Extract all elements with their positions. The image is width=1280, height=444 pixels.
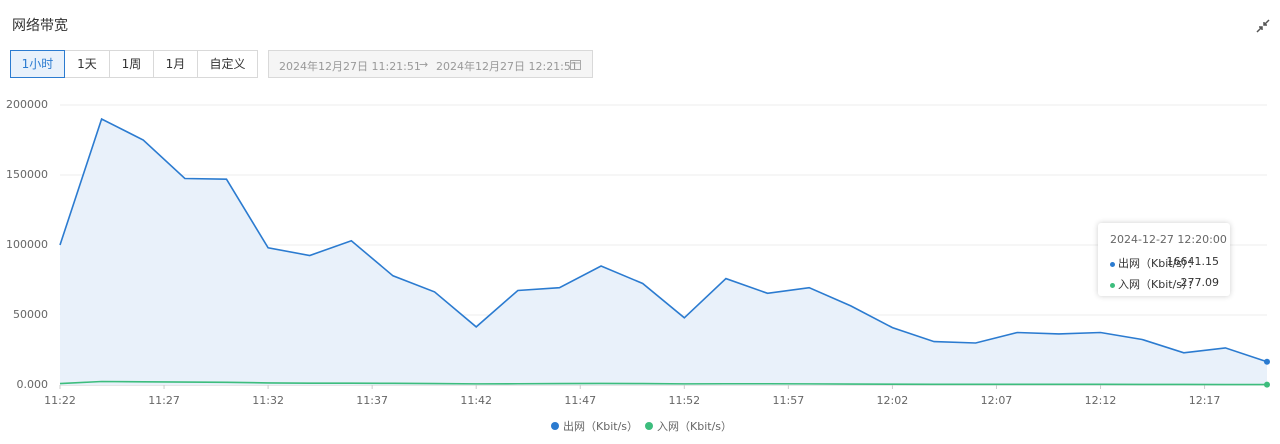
line [59,117,1268,363]
y-tick-label: 100000 [6,238,48,251]
panel-title: 网络带宽 [12,18,68,34]
area [60,119,1267,385]
tooltip-row: 入网（Kbit/s）： 277.09 [1110,276,1219,292]
date-arrow: → [419,58,429,71]
x-tick-label: 11:52 [668,394,700,407]
x-tick-label: 11:57 [773,394,805,407]
legend-label[interactable]: 入网（Kbit/s） [657,420,732,433]
y-tick-label: 50000 [13,308,48,321]
y-tick-label: 200000 [6,98,48,111]
legend-marker[interactable] [645,422,653,430]
x-tick-label: 11:42 [460,394,492,407]
x-tick-label: 11:32 [252,394,284,407]
tooltip-value: 277.09 [1180,276,1220,289]
x-tick-label: 12:17 [1189,394,1221,407]
calendar-icon [570,60,581,70]
range-button[interactable]: 1周 [109,50,154,78]
date-start: 2024年12月27日 11:21:51 [279,60,421,73]
tooltip-marker [1110,282,1115,288]
range-button[interactable]: 自定义 [197,50,258,78]
tooltip-marker [1110,261,1115,267]
hover-point [1264,381,1270,388]
legend-marker[interactable] [551,422,559,430]
hover-point [1264,358,1270,365]
tooltip-row: 出网（Kbit/s）： 16641.15 [1110,255,1219,271]
tooltip-separator: ： [1187,257,1199,270]
date-end: 2024年12月27日 12:21:51 [436,60,578,73]
x-tick-label: 11:22 [44,394,76,407]
x-tick-label: 12:12 [1085,394,1117,407]
y-tick-label: 150000 [6,168,48,181]
date-range[interactable]: 2024年12月27日 11:21:51 → 2024年12月27日 12:21… [268,50,593,78]
collapse-icon[interactable] [1255,18,1271,34]
y-tick-label: 0.000 [17,378,49,391]
tooltip-value: 16641.15 [1166,255,1220,268]
x-tick-label: 11:27 [148,394,180,407]
x-tick-label: 11:47 [564,394,596,407]
tooltip: 2024-12-27 12:20:00 出网（Kbit/s）： 16641.15 … [1098,223,1230,296]
range-button[interactable]: 1小时 [10,50,65,78]
tooltip-series: 出网（Kbit/s） [1118,257,1188,270]
line [59,380,1268,386]
x-tick-label: 12:02 [877,394,909,407]
tooltip-title: 2024-12-27 12:20:00 [1110,233,1227,246]
tooltip-separator: ： [1187,278,1199,291]
legend-label[interactable]: 出网（Kbit/s） [563,419,638,433]
tooltip-series: 入网（Kbit/s） [1118,278,1188,291]
range-buttons: 1小时 1天 1周 1月 自定义 [10,50,258,78]
x-tick-label: 12:07 [981,394,1013,407]
x-tick-label: 11:37 [356,394,388,407]
